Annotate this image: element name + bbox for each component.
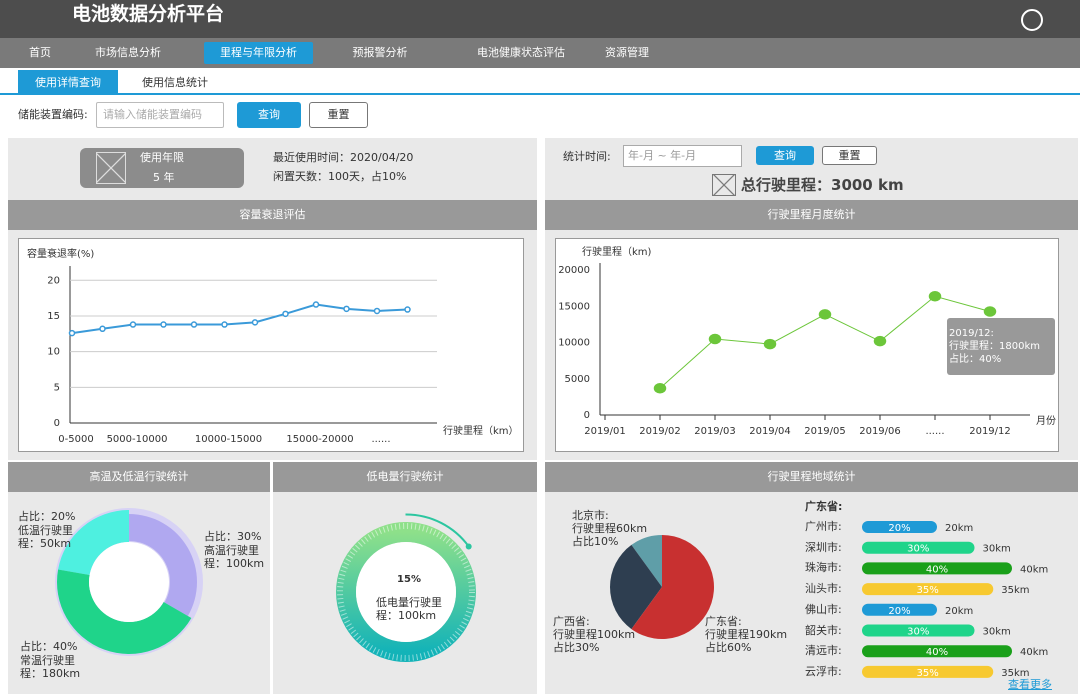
tab[interactable]: 使用信息统计 [142,76,208,89]
city-label: 深圳市: [805,540,842,554]
city-label: 韶关市: [805,623,842,637]
image-icon [712,174,736,196]
usage-years: 5 年 [153,171,175,184]
section-header: 行驶里程地域统计 [545,462,1078,492]
chart-box [555,238,1059,452]
nav-item[interactable]: 首页 [29,46,51,59]
pie-label: 占比10% [572,535,619,548]
more-link[interactable]: 查看更多 [1008,678,1052,691]
donut-value-label: 占比：20% [18,510,76,523]
idle-days: 闲置天数：100天，占10% [273,170,407,183]
header-bar [0,0,1080,38]
query-button[interactable]: 查询 [756,146,814,165]
donut-value-label: 占比：30% [204,530,262,543]
last-use: 最近使用时间：2020/04/20 [273,151,414,164]
time-label: 统计时间: [563,150,611,163]
nav-item[interactable]: 电池健康状态评估 [477,46,565,59]
tooltip-line: 2019/12: [949,328,994,339]
pie-label: 占比60% [705,641,752,654]
panel [545,462,1078,694]
city-label: 云浮市: [805,664,842,678]
usage-years-label: 使用年限 [140,151,184,164]
nav-bar [0,38,1080,68]
donut-label: 高温行驶里程：100km [204,544,265,570]
section-header: 低电量行驶统计 [273,462,537,492]
city-label: 广州市: [805,520,842,533]
pie-label: 占比30% [553,641,600,654]
donut-label: 低温行驶里程：50km [18,524,73,550]
pie-label: 行驶里程60km [572,522,648,535]
nav-item[interactable]: 里程与年限分析 [204,42,313,64]
time-input[interactable]: 年-月 ~ 年-月 [623,145,742,167]
reset-button[interactable]: 重置 [822,146,877,165]
nav-item[interactable]: 市场信息分析 [95,46,161,59]
pie-label: 广东省: [705,615,742,628]
city-label: 汕头市: [805,582,842,596]
image-icon [96,152,126,184]
donut-label: 常温行驶里程：180km [20,654,81,680]
nav-item[interactable]: 预报警分析 [352,46,408,59]
donut-value-label: 占比：40% [20,640,78,653]
pie-label: 北京市: [572,509,609,522]
chart-box [18,238,524,452]
user-icon[interactable] [1021,9,1043,31]
city-label: 珠海市: [805,561,842,575]
pie-label: 广西省: [553,615,590,628]
total-mileage: 总行驶里程：3000 km [741,176,904,194]
tooltip-line: 占比：40% [949,354,1002,365]
bar-title: 广东省: [805,500,843,513]
section-header: 容量衰退评估 [8,200,537,230]
pie-label: 行驶里程100km [553,628,636,641]
panel [273,462,537,694]
tab-bar [0,68,1080,95]
city-label: 清远市: [805,644,842,658]
search-label: 储能装置编码: [18,108,88,121]
reset-button[interactable]: 重置 [309,102,368,128]
city-label: 佛山市: [805,602,842,616]
section-header: 高温及低温行驶统计 [8,462,270,492]
search-input[interactable]: 请输入储能装置编码 [96,102,224,128]
nav-item[interactable]: 资源管理 [605,46,649,59]
tooltip-line: 行驶里程：1800km [949,341,1040,352]
query-button[interactable]: 查询 [237,102,301,128]
gauge-label: 低电量行驶里程：100km [376,596,442,622]
pie-label: 行驶里程190km [705,628,788,641]
section-header: 行驶里程月度统计 [545,200,1078,230]
app-title: 电池数据分析平台 [72,3,225,25]
tab[interactable]: 使用详情查询 [18,70,118,95]
